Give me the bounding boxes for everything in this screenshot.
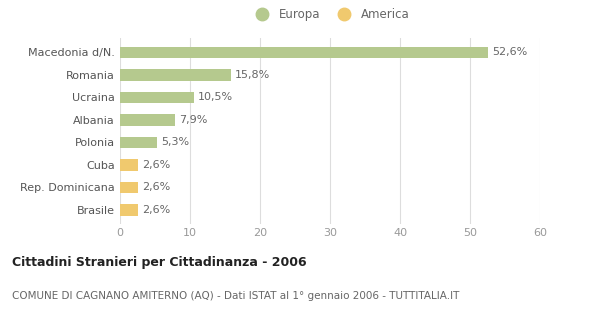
Bar — [120, 159, 138, 171]
Text: Cittadini Stranieri per Cittadinanza - 2006: Cittadini Stranieri per Cittadinanza - 2… — [12, 256, 307, 269]
Text: 52,6%: 52,6% — [493, 47, 527, 58]
Bar — [120, 182, 138, 193]
Text: 2,6%: 2,6% — [142, 160, 170, 170]
Text: 7,9%: 7,9% — [179, 115, 208, 125]
Legend: Europa, America: Europa, America — [246, 4, 414, 26]
Text: 2,6%: 2,6% — [142, 205, 170, 215]
Bar — [120, 204, 138, 216]
Text: 10,5%: 10,5% — [198, 92, 233, 102]
Text: 15,8%: 15,8% — [235, 70, 270, 80]
Text: COMUNE DI CAGNANO AMITERNO (AQ) - Dati ISTAT al 1° gennaio 2006 - TUTTITALIA.IT: COMUNE DI CAGNANO AMITERNO (AQ) - Dati I… — [12, 291, 460, 301]
Text: 5,3%: 5,3% — [161, 138, 190, 148]
Text: 2,6%: 2,6% — [142, 182, 170, 192]
Bar — [120, 114, 175, 125]
Bar — [120, 47, 488, 58]
Bar — [120, 69, 230, 81]
Bar — [120, 137, 157, 148]
Bar — [120, 92, 193, 103]
